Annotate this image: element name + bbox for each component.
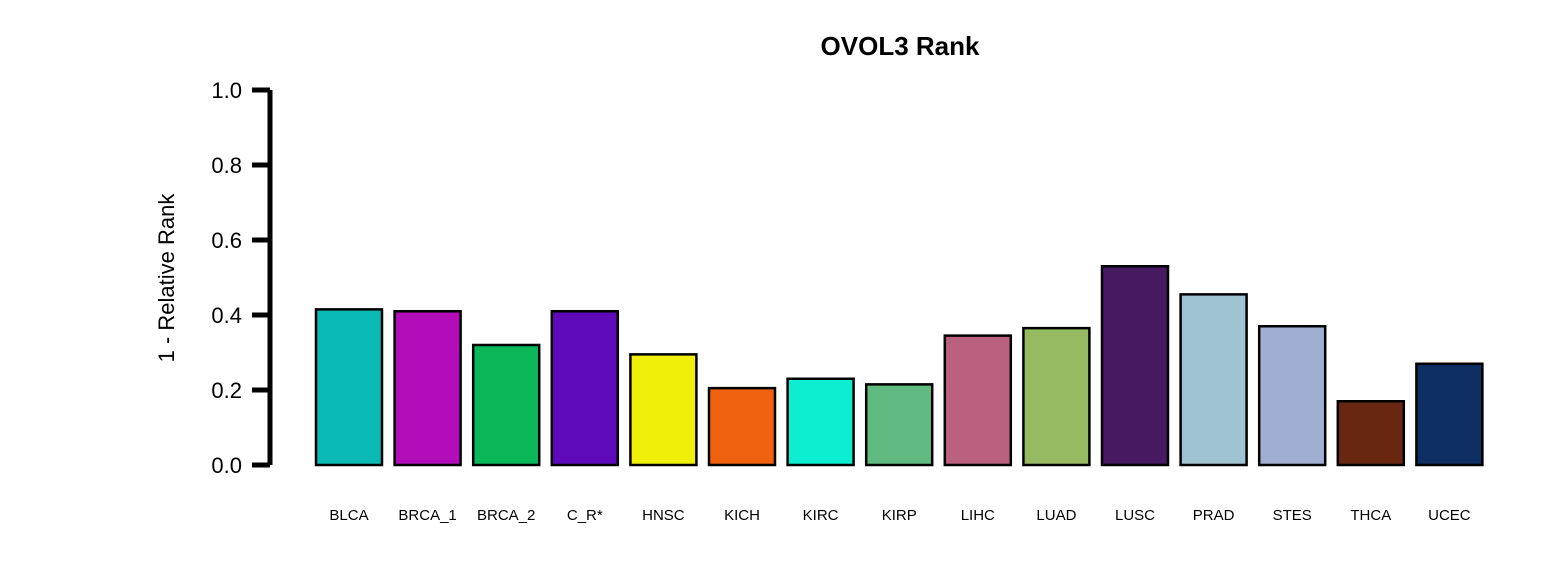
x-tick-label: BLCA (329, 507, 368, 524)
bar-c-r (550, 310, 620, 467)
bar-kirp (864, 383, 934, 467)
bar-ucec (1415, 362, 1484, 467)
y-axis-label: 1 - Relative Rank (154, 193, 179, 363)
x-tick-label: BRCA_2 (477, 507, 535, 524)
y-tick-label: 0.0 (211, 453, 242, 478)
x-tick-label: KIRC (803, 507, 839, 524)
y-tick-label: 1.0 (211, 78, 242, 103)
x-tick-label: PRAD (1193, 507, 1235, 524)
x-tick-labels: BLCA BRCA_1 BRCA_2 C_R* HNSC KICH KIRC KIRP LIHC… (329, 507, 1470, 524)
x-tick-label: THCA (1350, 507, 1391, 524)
x-tick-label: C_R* (567, 507, 603, 524)
bar-hnsc (629, 353, 698, 467)
y-tick-label: 0.4 (211, 303, 242, 328)
x-tick-label: LUAD (1036, 507, 1076, 524)
bar-prad (1179, 293, 1248, 467)
chart-title: OVOL3 Rank (821, 31, 980, 61)
x-tick-label: STES (1273, 507, 1312, 524)
bar-kich (707, 386, 777, 467)
x-tick-label: UCEC (1428, 507, 1471, 524)
x-tick-label: BRCA_1 (398, 507, 456, 524)
bar-lusc (1100, 265, 1170, 467)
x-tick-label: KICH (724, 507, 760, 524)
bar-luad (1022, 326, 1091, 467)
bar-brca-1 (393, 310, 462, 467)
x-tick-label: KIRP (882, 507, 917, 524)
bar-blca (314, 308, 384, 467)
bar-kirc (786, 377, 855, 467)
x-tick-label: LUSC (1115, 507, 1155, 524)
y-axis: 0.0 0.2 0.4 0.6 0.8 1.0 (211, 78, 273, 478)
bar-brca-2 (471, 343, 541, 467)
bar-stes (1257, 325, 1327, 467)
bar-thca (1336, 400, 1406, 467)
y-tick-label: 0.8 (211, 153, 242, 178)
bar-lihc (943, 334, 1013, 467)
x-tick-label: LIHC (961, 507, 995, 524)
x-tick-label: HNSC (642, 507, 685, 524)
y-tick-label: 0.2 (211, 378, 242, 403)
bar-group (314, 265, 1484, 467)
y-tick-label: 0.6 (211, 228, 242, 253)
